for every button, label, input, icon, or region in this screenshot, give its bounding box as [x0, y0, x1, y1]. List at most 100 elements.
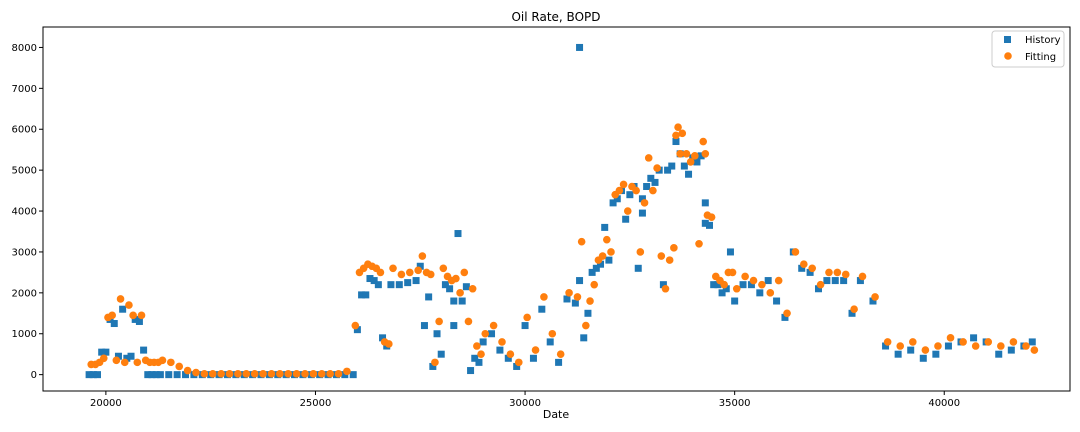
- x-tick-label: 25000: [300, 398, 332, 409]
- history-point: [882, 342, 890, 350]
- history-point: [366, 275, 374, 283]
- legend-fitting-marker: [1004, 52, 1012, 60]
- history-point: [496, 346, 504, 354]
- history-point: [441, 281, 449, 289]
- history-point: [140, 346, 148, 354]
- data-points-group: [85, 43, 1039, 379]
- fitting-point: [665, 256, 674, 264]
- history-point: [156, 371, 164, 379]
- legend-history-marker: [1004, 36, 1011, 43]
- fitting-point: [732, 284, 741, 293]
- fitting-point: [573, 293, 582, 301]
- fitting-point: [946, 334, 955, 342]
- history-point: [450, 297, 458, 305]
- history-point: [588, 268, 596, 276]
- history-point: [613, 195, 621, 203]
- fitting-point: [133, 358, 142, 367]
- fitting-point: [376, 268, 385, 277]
- history-point: [798, 264, 806, 272]
- fitting-point: [351, 321, 360, 330]
- history-point: [584, 309, 592, 317]
- fitting-point: [234, 370, 242, 378]
- history-point: [450, 322, 458, 330]
- history-point: [341, 371, 349, 379]
- history-point: [638, 195, 646, 203]
- history-point: [89, 371, 97, 379]
- history-point: [714, 281, 722, 289]
- history-point: [148, 371, 156, 379]
- fitting-point: [108, 311, 116, 320]
- history-point: [404, 279, 412, 287]
- fitting-point: [800, 260, 808, 269]
- fitting-point: [99, 354, 108, 363]
- history-point: [412, 277, 420, 285]
- fitting-point: [728, 268, 737, 277]
- x-tick-label: 40000: [928, 398, 960, 409]
- history-point: [756, 289, 764, 297]
- fitting-point: [506, 350, 515, 358]
- fitting-point: [334, 370, 343, 378]
- history-point: [425, 293, 433, 301]
- history-point: [693, 158, 701, 166]
- history-point: [387, 281, 395, 289]
- fitting-point: [644, 154, 653, 162]
- fitting-point: [556, 350, 565, 358]
- fitting-point: [766, 289, 775, 297]
- history-point: [701, 199, 709, 207]
- history-point: [374, 281, 382, 289]
- fitting-point: [997, 342, 1005, 350]
- chart-title: Oil Rate, BOPD: [511, 10, 600, 24]
- history-point: [429, 362, 437, 370]
- fitting-point: [678, 129, 687, 138]
- history-point: [173, 371, 181, 379]
- fitting-point: [791, 248, 800, 256]
- fitting-point: [452, 274, 460, 283]
- history-point: [970, 334, 978, 342]
- history-point: [651, 178, 659, 186]
- fitting-point: [167, 358, 175, 367]
- history-point: [1028, 338, 1036, 346]
- history-point: [127, 352, 135, 360]
- history-point: [458, 297, 466, 305]
- legend-fitting-label: Fitting: [1025, 52, 1056, 63]
- history-point: [932, 350, 940, 358]
- history-point: [488, 330, 496, 338]
- history-point: [479, 338, 487, 346]
- fitting-point: [540, 293, 548, 301]
- fitting-point: [276, 370, 284, 378]
- fitting-point: [498, 338, 506, 346]
- fitting-point: [309, 370, 318, 378]
- fitting-point: [720, 280, 728, 289]
- history-point: [643, 183, 651, 191]
- history-point: [529, 354, 537, 362]
- fitting-point: [531, 346, 540, 354]
- history-point: [831, 277, 839, 285]
- y-tick-label: 2000: [12, 288, 37, 299]
- fitting-point: [670, 244, 678, 252]
- history-point: [869, 297, 877, 305]
- fitting-point: [909, 338, 917, 346]
- legend: History Fitting: [991, 30, 1065, 68]
- fitting-point: [460, 268, 469, 277]
- fitting-point: [414, 266, 422, 275]
- history-point: [773, 297, 781, 305]
- fitting-point: [175, 362, 184, 371]
- x-axis-label: Date: [543, 408, 570, 421]
- history-point: [680, 162, 688, 170]
- history-point: [437, 350, 445, 358]
- history-point: [152, 371, 160, 379]
- fitting-point: [686, 158, 695, 166]
- fitting-point: [883, 338, 892, 346]
- y-tick-label: 6000: [12, 125, 37, 136]
- fitting-point: [301, 370, 309, 378]
- history-point: [664, 166, 672, 174]
- x-tick-label: 30000: [509, 398, 541, 409]
- history-point: [747, 281, 755, 289]
- fitting-point: [456, 289, 464, 297]
- history-point: [601, 223, 609, 231]
- fitting-point: [326, 370, 334, 378]
- plot-frame: [42, 26, 1071, 392]
- fitting-point: [158, 356, 167, 365]
- fitting-point: [640, 199, 649, 207]
